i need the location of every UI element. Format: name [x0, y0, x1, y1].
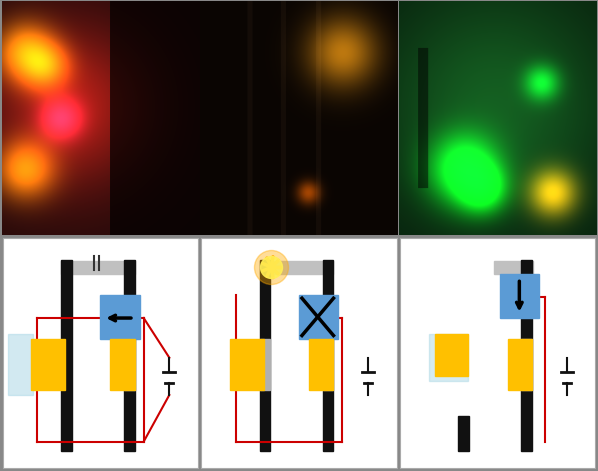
Bar	[435, 334, 468, 376]
Bar	[508, 339, 532, 390]
Bar	[521, 260, 532, 451]
Bar	[124, 260, 135, 451]
Bar	[299, 295, 338, 339]
Bar	[429, 334, 468, 381]
Bar	[458, 416, 469, 451]
Bar	[230, 339, 264, 390]
Point	[267, 263, 276, 271]
Bar	[110, 339, 135, 390]
Bar	[500, 274, 539, 318]
Bar	[309, 339, 334, 390]
Bar	[31, 339, 65, 390]
Bar	[124, 339, 135, 390]
Bar	[323, 339, 334, 390]
Bar	[260, 261, 334, 274]
Bar	[323, 260, 334, 451]
Bar	[260, 260, 270, 451]
Bar	[494, 261, 533, 274]
Bar	[61, 261, 135, 274]
Bar	[100, 295, 140, 339]
Point	[267, 263, 276, 271]
Bar	[8, 334, 33, 395]
Bar	[260, 339, 270, 390]
Bar	[61, 260, 72, 451]
Bar	[521, 339, 532, 390]
